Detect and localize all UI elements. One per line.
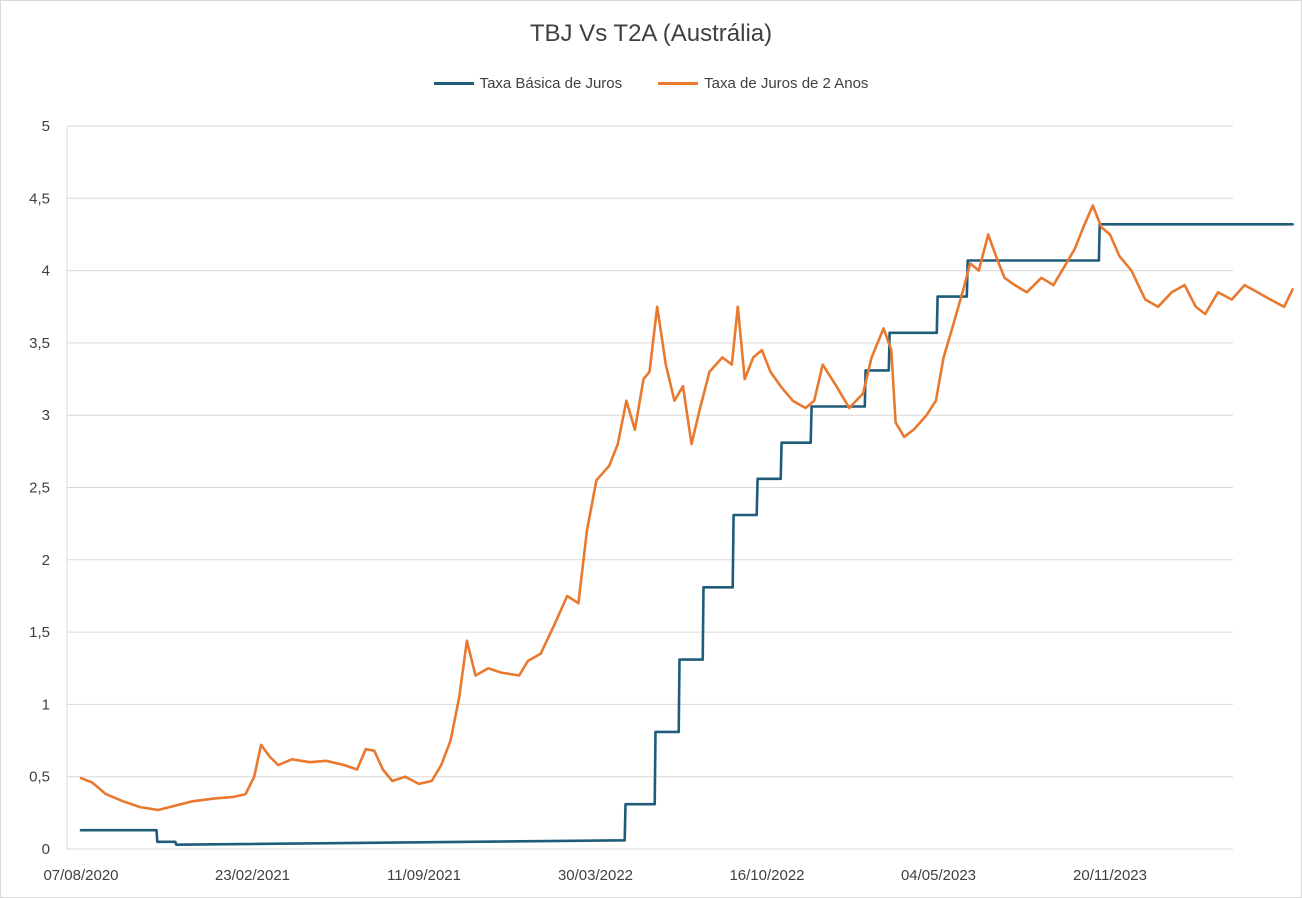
x-tick-label: 20/11/2023 bbox=[1073, 867, 1147, 884]
chart-title: TBJ Vs T2A (Austrália) bbox=[529, 20, 773, 47]
y-tick-label: 4 bbox=[42, 263, 50, 280]
y-tick-label: 0 bbox=[42, 841, 50, 858]
y-tick-label: 1,5 bbox=[29, 624, 50, 641]
y-tick-label: 5 bbox=[42, 118, 50, 135]
x-tick-label: 11/09/2021 bbox=[387, 867, 461, 884]
y-tick-label: 2,5 bbox=[29, 480, 50, 497]
chart-legend: Taxa Básica de Juros Taxa de Juros de 2 … bbox=[0, 75, 1302, 92]
y-tick-label: 1 bbox=[42, 696, 50, 713]
y-tick-label: 3,5 bbox=[29, 335, 50, 352]
x-tick-label: 30/03/2022 bbox=[558, 867, 633, 884]
y-tick-label: 2 bbox=[42, 552, 50, 569]
legend-swatch-taxa-2-anos bbox=[658, 82, 699, 85]
y-tick-label: 3 bbox=[42, 407, 50, 424]
legend-label-taxa-2-anos: Taxa de Juros de 2 Anos bbox=[704, 75, 869, 92]
x-tick-label: 04/05/2023 bbox=[901, 867, 976, 884]
x-tick-label: 16/10/2022 bbox=[729, 867, 804, 884]
legend-item-taxa-basica: Taxa Básica de Juros bbox=[433, 75, 623, 92]
x-tick-label: 23/02/2021 bbox=[215, 867, 290, 884]
legend-swatch-taxa-basica bbox=[433, 82, 474, 85]
y-tick-label: 4,5 bbox=[29, 190, 50, 207]
legend-item-taxa-2-anos: Taxa de Juros de 2 Anos bbox=[658, 75, 868, 92]
series-line-0 bbox=[79, 223, 1294, 846]
y-tick-label: 0,5 bbox=[29, 769, 50, 786]
series-line-1 bbox=[79, 204, 1294, 812]
legend-label-taxa-basica: Taxa Básica de Juros bbox=[479, 75, 623, 92]
x-tick-label: 07/08/2020 bbox=[43, 867, 118, 884]
